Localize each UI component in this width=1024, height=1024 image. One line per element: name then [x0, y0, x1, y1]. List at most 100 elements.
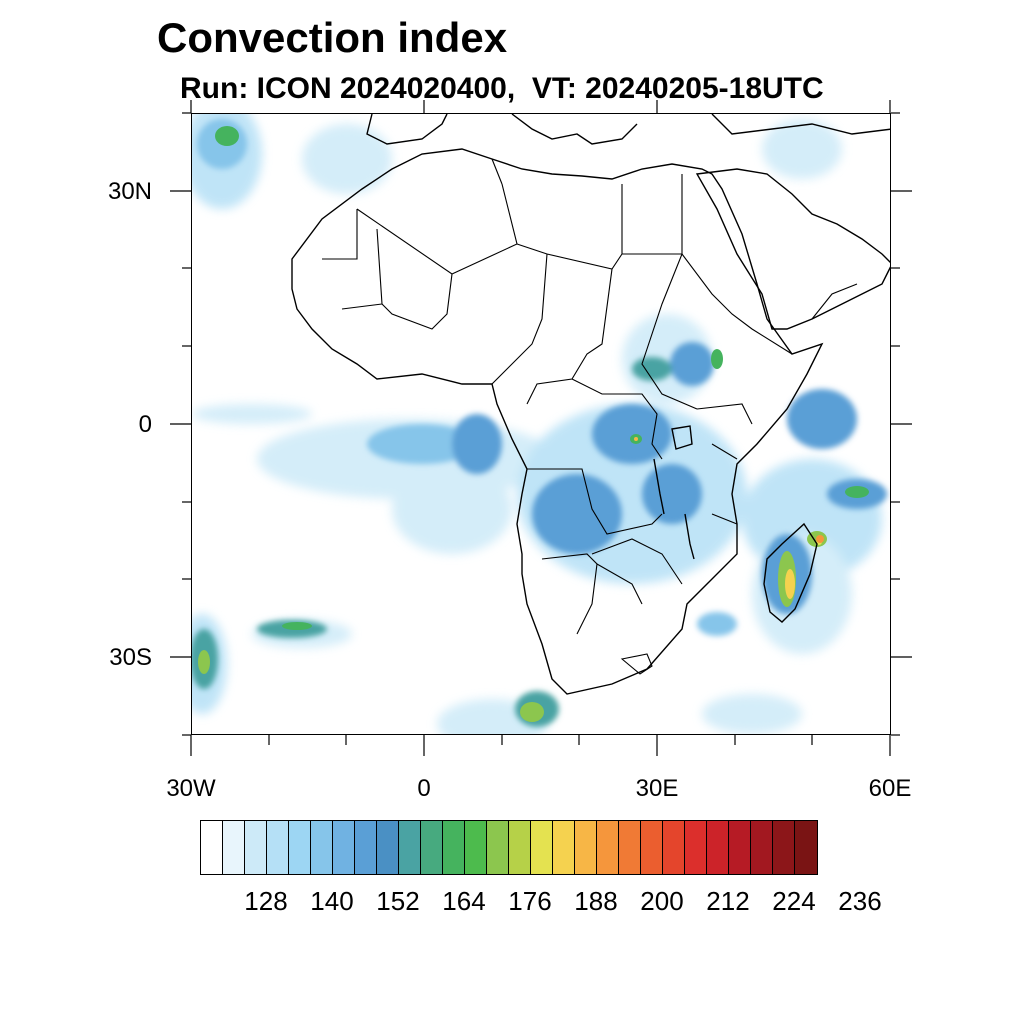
lat-label-0: 0	[138, 411, 152, 438]
colorbar-tick-label: 176	[508, 886, 552, 916]
country-border	[322, 209, 358, 260]
country-border	[356, 183, 518, 275]
colorbar-swatch	[641, 821, 663, 874]
map-title: Convection index	[157, 14, 508, 61]
country-border	[591, 538, 683, 585]
colorbar-swatch	[531, 821, 553, 874]
colorbar-tick-label: 200	[640, 886, 684, 916]
lon-label-0: 0	[417, 775, 431, 802]
country-borders	[322, 158, 858, 675]
country-border	[620, 653, 653, 675]
colorbar-tick-label: 164	[442, 886, 486, 916]
colorbar-swatch	[399, 821, 421, 874]
country-border	[641, 253, 698, 410]
colorbar-swatch	[223, 821, 245, 874]
coastlines	[291, 114, 890, 695]
lake-victoria	[671, 425, 693, 450]
colorbar-swatch	[465, 821, 487, 874]
convection-field	[192, 114, 887, 734]
europe-coastline	[711, 114, 890, 135]
colorbar-swatch	[201, 821, 223, 874]
country-border	[381, 273, 453, 330]
colorbar-swatch	[773, 821, 795, 874]
colorbar-swatch	[707, 821, 729, 874]
colorbar-swatch	[487, 821, 509, 874]
country-border	[696, 403, 753, 425]
lon-label-30e: 30E	[635, 775, 679, 802]
country-border	[711, 443, 738, 460]
convection-area	[302, 124, 392, 194]
map-canvas	[192, 114, 890, 734]
colorbar-swatch	[355, 821, 377, 874]
axis-ticks	[170, 100, 912, 756]
colorbar-swatch	[597, 821, 619, 874]
colorbar-swatch	[575, 821, 597, 874]
colorbar-tick-label: 212	[706, 886, 750, 916]
convection-core	[215, 126, 239, 146]
convection-core	[282, 622, 312, 630]
colorbar-swatch	[289, 821, 311, 874]
convection-area	[367, 424, 477, 464]
colorbar-swatch	[663, 821, 685, 874]
convection-core	[816, 535, 824, 543]
lake-malawi	[684, 513, 695, 560]
arabia-coastline	[695, 168, 890, 330]
convection-core	[845, 486, 869, 498]
colorbar-swatch	[267, 821, 289, 874]
map-subtitle: Run: ICON 2024020400, VT: 20240205-18UTC	[180, 72, 824, 105]
colorbar-swatch	[751, 821, 773, 874]
convection-area	[392, 464, 512, 554]
colorbar-swatch	[795, 821, 817, 874]
madagascar-coastline	[763, 522, 818, 623]
convection-area	[787, 389, 857, 449]
lon-label-60e: 60E	[868, 775, 912, 802]
colorbar-tick-label: 128	[244, 886, 288, 916]
map-panel	[191, 113, 891, 735]
colorbar-tick-label: 236	[838, 886, 882, 916]
colorbar-swatch	[729, 821, 751, 874]
colorbar-swatch	[311, 821, 333, 874]
country-border	[571, 378, 663, 460]
europe-coastline	[511, 114, 638, 145]
convection-core	[634, 437, 638, 441]
convection-area	[702, 694, 802, 734]
colorbar-swatch	[377, 821, 399, 874]
lon-label-30w: 30W	[166, 775, 216, 802]
lake-tanganyika	[653, 458, 665, 515]
country-border	[527, 468, 663, 535]
colorbar-tick-label: 188	[574, 886, 618, 916]
country-border	[526, 268, 613, 405]
convection-core	[198, 650, 210, 674]
africa-coastline	[291, 148, 824, 695]
convection-area	[697, 612, 737, 636]
colorbar-tick-label: 140	[310, 886, 354, 916]
country-border	[711, 513, 738, 525]
lat-label-30n: 30N	[107, 178, 152, 205]
europe-coastline	[366, 114, 448, 145]
convection-core	[711, 349, 723, 369]
colorbar-swatch	[685, 821, 707, 874]
colorbar-swatch	[509, 821, 531, 874]
colorbar-swatch	[245, 821, 267, 874]
colorbar	[200, 820, 818, 875]
colorbar-swatch	[421, 821, 443, 874]
convection-core	[520, 702, 544, 722]
convection-area	[670, 342, 714, 386]
convection-area	[452, 414, 502, 474]
convection-core	[785, 569, 795, 599]
colorbar-swatch	[619, 821, 641, 874]
convection-area	[592, 404, 672, 464]
colorbar-swatch	[553, 821, 575, 874]
colorbar-tick-label: 224	[772, 886, 816, 916]
country-border	[596, 563, 643, 605]
colorbar-tick-label: 152	[376, 886, 420, 916]
country-border	[811, 283, 858, 320]
lat-label-30s: 30S	[109, 644, 152, 671]
country-border	[491, 158, 503, 185]
colorbar-swatch	[333, 821, 355, 874]
country-border	[491, 253, 548, 385]
colorbar-swatch	[443, 821, 465, 874]
convection-area	[192, 404, 312, 424]
country-border	[681, 253, 793, 355]
convection-area	[532, 474, 622, 554]
